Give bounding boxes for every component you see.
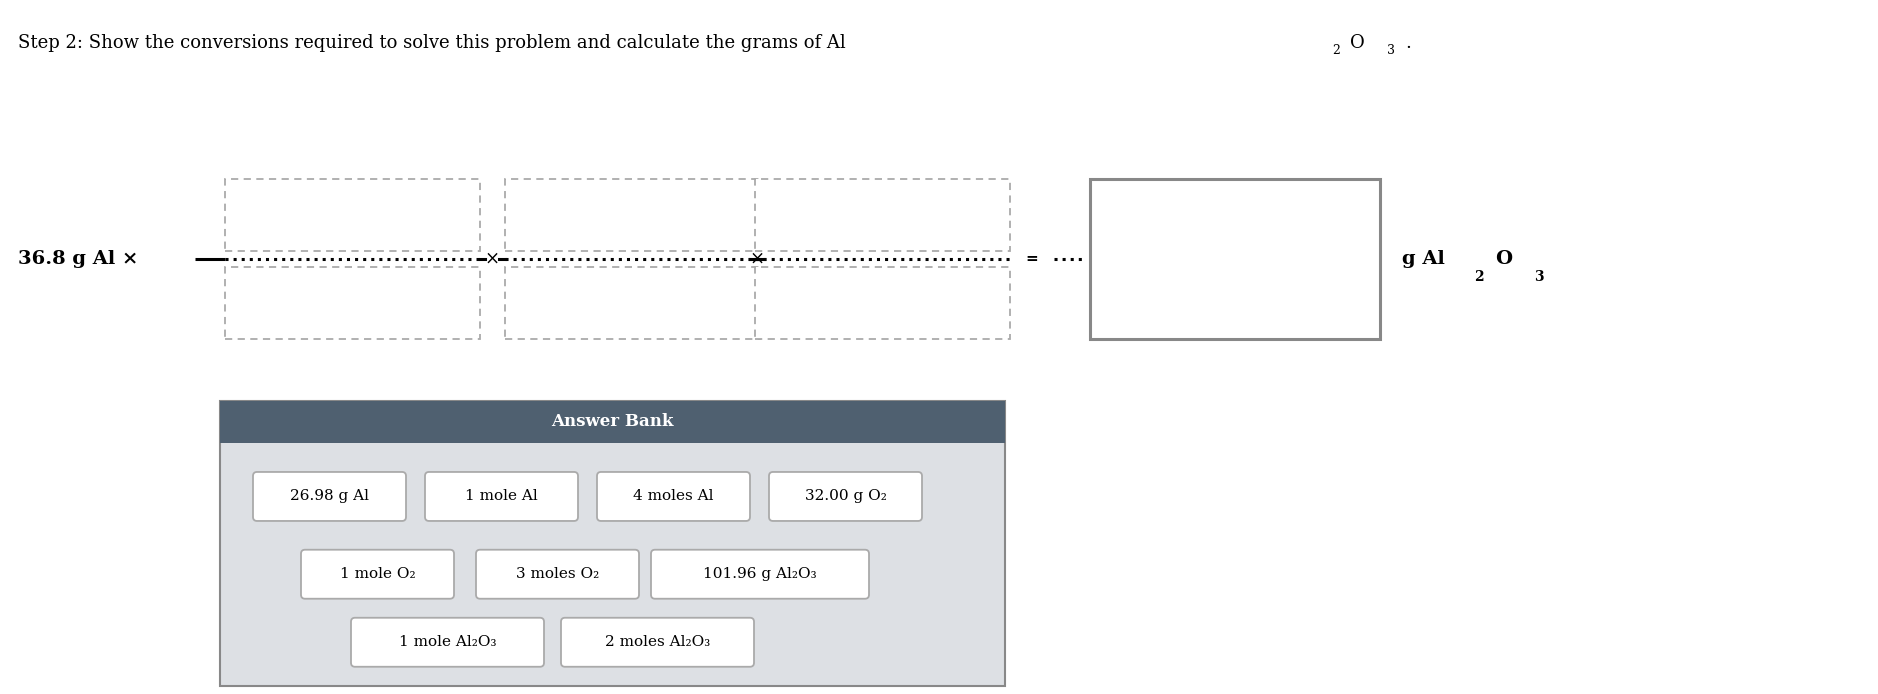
Bar <box>220 401 1005 686</box>
Text: .: . <box>1405 34 1410 52</box>
Text: O: O <box>1350 34 1365 52</box>
Bar <box>755 267 1010 339</box>
FancyBboxPatch shape <box>254 472 406 521</box>
Bar <box>505 267 761 339</box>
FancyBboxPatch shape <box>300 550 454 599</box>
Text: 26.98 g Al: 26.98 g Al <box>289 489 368 503</box>
Text: 1 mole Al: 1 mole Al <box>466 489 537 503</box>
Text: 1 mole O₂: 1 mole O₂ <box>340 567 415 581</box>
Text: Step 2: Show the conversions required to solve this problem and calculate the gr: Step 2: Show the conversions required to… <box>19 34 845 52</box>
Text: 1 mole Al₂O₃: 1 mole Al₂O₃ <box>398 635 496 650</box>
FancyBboxPatch shape <box>562 618 753 667</box>
Bar <box>755 179 1010 251</box>
Text: 101.96 g Al₂O₃: 101.96 g Al₂O₃ <box>702 567 817 581</box>
Text: ×: × <box>749 250 764 268</box>
FancyBboxPatch shape <box>424 472 578 521</box>
Text: 2: 2 <box>1332 44 1339 57</box>
Text: 36.8 g Al ×: 36.8 g Al × <box>19 250 139 268</box>
Text: 3: 3 <box>1388 44 1395 57</box>
Text: 2 moles Al₂O₃: 2 moles Al₂O₃ <box>605 635 710 650</box>
Text: Answer Bank: Answer Bank <box>552 414 674 430</box>
FancyBboxPatch shape <box>597 472 749 521</box>
Bar <box>220 401 1005 443</box>
Text: =: = <box>1025 252 1039 266</box>
Text: 3: 3 <box>1534 270 1544 284</box>
Bar <box>225 179 481 251</box>
Bar <box>225 267 481 339</box>
FancyBboxPatch shape <box>652 550 870 599</box>
Text: 4 moles Al: 4 moles Al <box>633 489 714 503</box>
Text: g Al: g Al <box>1403 250 1444 268</box>
FancyBboxPatch shape <box>351 618 545 667</box>
Text: 2: 2 <box>1474 270 1484 284</box>
FancyBboxPatch shape <box>768 472 922 521</box>
Bar <box>505 179 761 251</box>
Bar <box>1089 179 1380 339</box>
Text: 3 moles O₂: 3 moles O₂ <box>516 567 599 581</box>
Text: 32.00 g O₂: 32.00 g O₂ <box>804 489 886 503</box>
FancyBboxPatch shape <box>475 550 639 599</box>
Text: O: O <box>1495 250 1512 268</box>
Text: ×: × <box>485 250 500 268</box>
